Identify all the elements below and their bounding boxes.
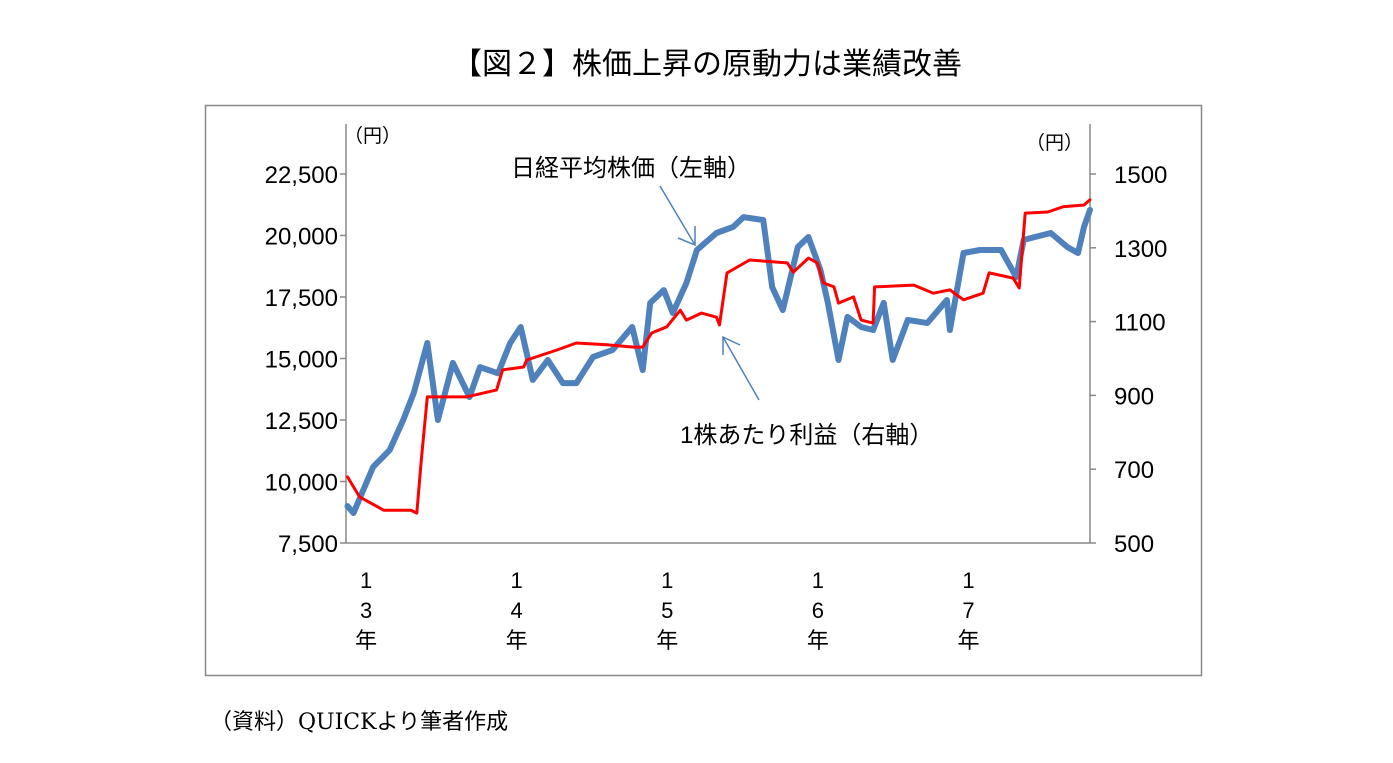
right-axis-unit: （円） xyxy=(1026,132,1083,154)
eps-series-line xyxy=(346,198,1092,515)
left-tick-label: 22,500 xyxy=(265,162,338,189)
left-tick-label: 10,000 xyxy=(265,470,338,497)
right-tick-label: 1500 xyxy=(1114,162,1167,189)
x-tick-label: 14年 xyxy=(505,568,528,653)
x-tick-label: 17年 xyxy=(957,568,980,653)
eps-annotation: 1株あたり利益（右軸） xyxy=(680,422,933,449)
right-tick-label: 500 xyxy=(1114,531,1154,558)
eps-annotation-arrow xyxy=(722,335,760,401)
x-tick-label: 15年 xyxy=(656,568,679,653)
source-note: （資料）QUICKより筆者作成 xyxy=(210,710,508,735)
right-tick-label: 1100 xyxy=(1114,310,1166,337)
nikkei-annotation-arrow xyxy=(659,185,696,247)
chart-title: 【図２】株価上昇の原動力は業績改善 xyxy=(452,47,962,82)
nikkei-series-line xyxy=(344,206,1093,516)
x-tick-label: 13年 xyxy=(355,568,378,653)
left-tick-label: 20,000 xyxy=(265,224,338,251)
left-axis-unit: （円） xyxy=(344,125,401,147)
right-tick-label: 1300 xyxy=(1114,236,1167,263)
nikkei-annotation: 日経平均株価（左軸） xyxy=(511,155,751,182)
left-tick-label: 17,500 xyxy=(265,285,338,312)
left-tick-label: 12,500 xyxy=(265,408,338,435)
left-tick-label: 7,500 xyxy=(278,531,338,558)
left-tick-label: 15,000 xyxy=(265,347,338,374)
x-tick-label: 16年 xyxy=(806,568,829,653)
right-tick-label: 900 xyxy=(1114,383,1154,410)
right-tick-label: 700 xyxy=(1114,457,1154,484)
chart-frame xyxy=(204,104,1203,677)
